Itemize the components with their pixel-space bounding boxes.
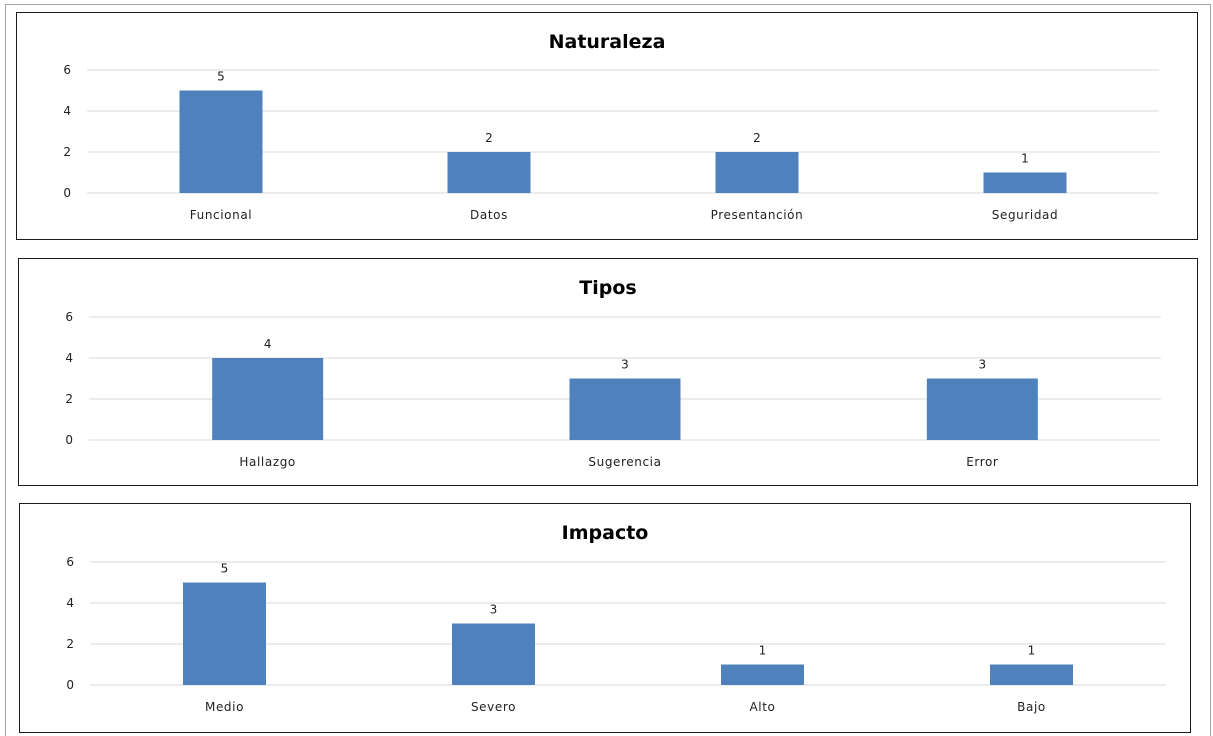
bar [926,378,1038,440]
bar [179,90,263,193]
category-label: Presentanción [711,208,804,222]
y-tick-label: 2 [65,392,73,406]
y-tick-label: 6 [66,555,74,569]
bar [212,358,324,440]
bar [983,172,1067,193]
chart-plot-area: 0 2 4 6 5 Medio 3 Severo 1 Alto 1 Bajo [66,555,1166,714]
y-tick-label: 2 [63,145,71,159]
data-label: 4 [264,337,272,351]
category-label: Error [966,455,998,469]
chart-tipos: Tipos 0 2 4 6 4 Hallazgo 3 Sugerencia 3 Error [18,258,1198,486]
data-label: 3 [979,358,987,372]
data-label: 3 [490,603,498,617]
y-tick-label: 4 [66,596,74,610]
category-label: Sugerencia [588,455,661,469]
data-label: 1 [759,644,767,658]
category-label: Severo [471,700,516,714]
bar [990,664,1073,685]
chart-plot-area: 0 2 4 6 5 Funcional 2 Datos 2 Presentanción 1 Segur… [63,63,1159,222]
category-label: Hallazgo [239,455,295,469]
y-tick-label: 4 [65,351,73,365]
data-label: 2 [753,131,761,145]
bar [452,623,535,685]
data-label: 5 [221,562,229,576]
category-label: Seguridad [992,208,1058,222]
data-label: 1 [1021,152,1029,166]
bar [569,378,681,440]
chart-title: Tipos [579,277,637,299]
bar [715,152,799,193]
chart-plot-area: 0 2 4 6 4 Hallazgo 3 Sugerencia 3 Error [65,310,1161,469]
bar [447,152,531,193]
data-label: 3 [621,358,629,372]
data-label: 1 [1028,644,1036,658]
y-tick-label: 0 [66,678,74,692]
category-label: Bajo [1017,700,1046,714]
category-label: Medio [205,700,244,714]
chart-naturaleza: Naturaleza 0 2 4 6 5 Funcional 2 Datos 2 Presenta… [16,12,1198,240]
data-label: 5 [217,70,225,84]
y-tick-label: 6 [65,310,73,324]
category-label: Datos [470,208,508,222]
y-tick-label: 0 [65,433,73,447]
category-label: Funcional [190,208,252,222]
y-tick-label: 6 [63,63,71,77]
page-frame [5,4,1211,736]
chart-impacto: Impacto 0 2 4 6 5 Medio 3 Severo 1 Alto 1 Bajo [19,503,1191,733]
y-tick-label: 2 [66,637,74,651]
data-label: 2 [485,131,493,145]
chart-title: Impacto [561,522,649,544]
bar [721,664,804,685]
y-tick-label: 0 [63,186,71,200]
category-label: Alto [750,700,776,714]
y-tick-label: 4 [63,104,71,118]
bar [183,582,266,685]
chart-title: Naturaleza [548,31,666,53]
